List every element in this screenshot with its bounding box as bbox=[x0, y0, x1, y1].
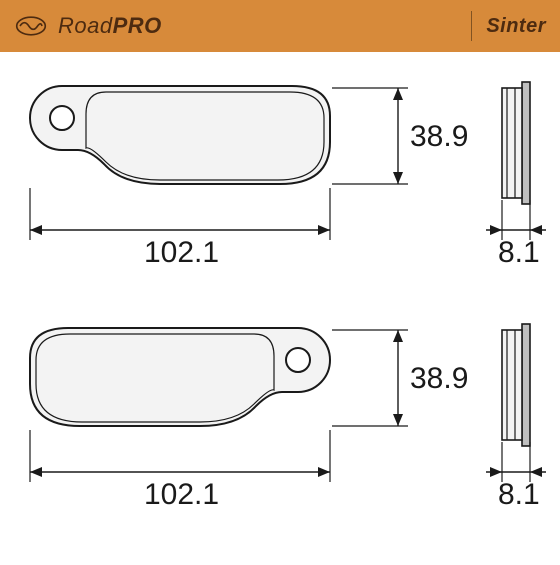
header-divider bbox=[471, 11, 472, 41]
pad-2-height-value: 38.9 bbox=[410, 362, 468, 395]
pad-2-width-value: 102.1 bbox=[144, 478, 219, 511]
pad-1-width-value: 102.1 bbox=[144, 236, 219, 269]
brand-logo-icon bbox=[14, 15, 48, 37]
pad-2-width-dim: 102.1 bbox=[30, 430, 330, 511]
pad-2-side bbox=[502, 324, 530, 446]
pad-1-width-dim: 102.1 bbox=[30, 188, 330, 269]
brand-pro: PRO bbox=[113, 13, 162, 38]
pad-2-height-dim: 38.9 bbox=[332, 330, 468, 426]
brand-name: RoadPRO bbox=[58, 13, 162, 39]
brand-road: Road bbox=[58, 13, 113, 38]
pad-2-thick-value: 8.1 bbox=[498, 478, 540, 511]
pad-1-height-value: 38.9 bbox=[410, 120, 468, 153]
pad-1-height-dim: 38.9 bbox=[332, 88, 468, 184]
pad-1-thick-value: 8.1 bbox=[498, 236, 540, 269]
diagram-area: 38.9 102.1 8.1 bbox=[0, 52, 560, 560]
category-label: Sinter bbox=[486, 15, 546, 38]
header: RoadPRO Sinter bbox=[0, 0, 560, 52]
pad-1-side bbox=[502, 82, 530, 204]
pad-1 bbox=[30, 86, 330, 184]
pad-2 bbox=[30, 328, 330, 426]
pad-2-thick-dim: 8.1 bbox=[486, 442, 546, 511]
pad-1-thick-dim: 8.1 bbox=[486, 200, 546, 269]
